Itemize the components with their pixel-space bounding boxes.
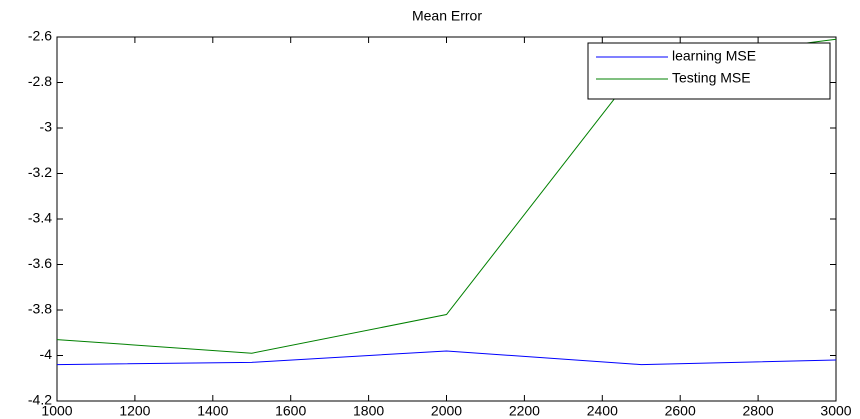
x-tick-label: 2000	[431, 403, 462, 419]
y-tick-label: -3.6	[28, 255, 52, 271]
x-tick-label: 1600	[275, 403, 306, 419]
legend-label: Testing MSE	[672, 70, 751, 86]
x-tick-label: 3000	[820, 403, 851, 419]
y-tick-label: -2.8	[28, 73, 52, 89]
x-tick-label: 1400	[197, 403, 228, 419]
y-tick-label: -4.2	[28, 392, 52, 408]
x-tick-label: 2600	[665, 403, 696, 419]
x-tick-label: 1000	[41, 403, 72, 419]
y-tick-label: -3	[40, 119, 53, 135]
legend-box	[587, 42, 831, 100]
y-tick-label: -3.4	[28, 210, 52, 226]
x-tick-label: 1800	[353, 403, 384, 419]
x-tick-label: 2400	[587, 403, 618, 419]
y-tick-label: -2.6	[28, 28, 52, 44]
legend-label: learning MSE	[672, 48, 756, 64]
chart-title: Mean Error	[412, 8, 482, 24]
y-tick-label: -3.8	[28, 301, 52, 317]
x-tick-label: 1200	[119, 403, 150, 419]
x-tick-label: 2200	[509, 403, 540, 419]
x-tick-label: 2800	[743, 403, 774, 419]
y-tick-label: -3.2	[28, 164, 52, 180]
y-tick-label: -4	[40, 346, 53, 362]
line-series	[56, 350, 837, 366]
